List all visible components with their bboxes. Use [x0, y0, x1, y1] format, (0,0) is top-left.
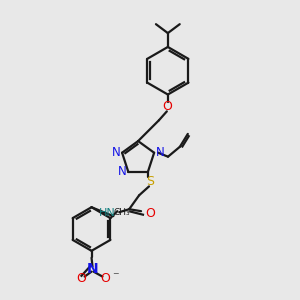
Text: O: O — [100, 272, 110, 285]
Text: CH₃: CH₃ — [113, 208, 130, 217]
Text: ⁻: ⁻ — [112, 270, 119, 283]
Text: O: O — [162, 100, 172, 113]
Text: S: S — [146, 175, 154, 188]
Text: N: N — [118, 165, 127, 178]
Text: O: O — [77, 272, 87, 285]
Text: N: N — [87, 262, 98, 276]
Text: O: O — [145, 207, 155, 220]
Text: N: N — [112, 146, 121, 159]
Text: HN: HN — [99, 208, 115, 218]
Text: N: N — [156, 146, 164, 159]
